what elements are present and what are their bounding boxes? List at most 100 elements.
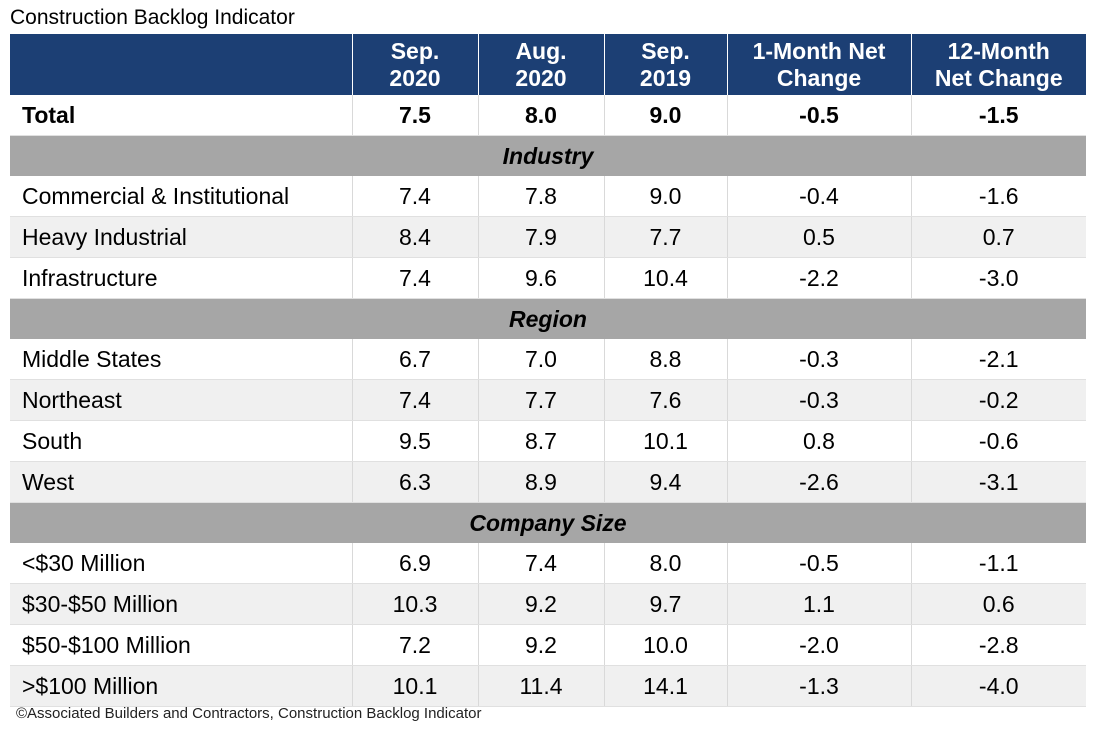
table-row: <$30 Million 6.9 7.4 8.0 -0.5 -1.1 bbox=[10, 543, 1086, 584]
value-cell: 11.4 bbox=[477, 665, 604, 707]
table-body: Total 7.5 8.0 9.0 -0.5 -1.5 Industry Commercial… bbox=[10, 95, 1086, 707]
value-cell: -0.3 bbox=[726, 379, 911, 421]
value-cell: -2.8 bbox=[910, 624, 1086, 666]
section-title: Industry bbox=[10, 135, 1086, 176]
row-label: Total bbox=[10, 95, 352, 136]
row-label: >$100 Million bbox=[10, 665, 352, 707]
value-cell: -0.3 bbox=[726, 339, 911, 380]
value-cell: 9.0 bbox=[603, 95, 727, 136]
table-row: $50-$100 Million 7.2 9.2 10.0 -2.0 -2.8 bbox=[10, 624, 1086, 666]
row-label: Infrastructure bbox=[10, 257, 352, 299]
column-header: Sep. 2020 bbox=[351, 34, 478, 95]
value-cell: 10.1 bbox=[603, 420, 727, 462]
value-cell: 8.0 bbox=[603, 543, 727, 584]
column-header: Sep. 2019 bbox=[603, 34, 727, 95]
value-cell: 7.9 bbox=[477, 216, 604, 258]
value-cell: 1.1 bbox=[726, 583, 911, 625]
value-cell: 7.4 bbox=[351, 257, 478, 299]
table-row: Commercial & Institutional 7.4 7.8 9.0 -0.4-… bbox=[10, 176, 1086, 217]
value-cell: 7.2 bbox=[351, 624, 478, 666]
section-header-row: Company Size bbox=[10, 502, 1086, 543]
value-cell: -0.5 bbox=[726, 95, 911, 136]
table-row: Northeast 7.4 7.7 7.6 -0.3 -0.2 bbox=[10, 379, 1086, 421]
total-row: Total 7.5 8.0 9.0 -0.5 -1.5 bbox=[10, 95, 1086, 136]
table-row: Heavy Industrial 8.4 7.9 7.7 0.5 0.7 bbox=[10, 216, 1086, 258]
section-header-row: Industry bbox=[10, 135, 1086, 176]
row-label: Middle States bbox=[10, 339, 352, 380]
row-label: Northeast bbox=[10, 379, 352, 421]
value-cell: -1.1 bbox=[910, 543, 1086, 584]
row-label: South bbox=[10, 420, 352, 462]
header-row: Sep. 2020 Aug. 2020 Sep. 2019 1-Month Net Chang… bbox=[10, 34, 1086, 95]
value-cell: 7.5 bbox=[351, 95, 478, 136]
value-cell: 7.4 bbox=[351, 176, 478, 217]
row-label: West bbox=[10, 461, 352, 503]
value-cell: 7.7 bbox=[603, 216, 727, 258]
value-cell: 8.9 bbox=[477, 461, 604, 503]
row-label: Commercial & Institutional bbox=[10, 176, 352, 217]
section-title: Company Size bbox=[10, 502, 1086, 543]
value-cell: 9.4 bbox=[603, 461, 727, 503]
value-cell: -1.3 bbox=[726, 665, 911, 707]
value-cell: -2.0 bbox=[726, 624, 911, 666]
row-label: $30-$50 Million bbox=[10, 583, 352, 625]
table-row: Infrastructure 7.4 9.6 10.4 -2.2 -3.0 bbox=[10, 257, 1086, 299]
value-cell: 8.7 bbox=[477, 420, 604, 462]
value-cell: 7.0 bbox=[477, 339, 604, 380]
value-cell: 9.2 bbox=[477, 624, 604, 666]
column-header: 1-Month Net Change bbox=[726, 34, 911, 95]
row-label: Heavy Industrial bbox=[10, 216, 352, 258]
value-cell: 9.7 bbox=[603, 583, 727, 625]
value-cell: 9.6 bbox=[477, 257, 604, 299]
value-cell: 6.3 bbox=[351, 461, 478, 503]
value-cell: 10.0 bbox=[603, 624, 727, 666]
value-cell: 0.8 bbox=[726, 420, 911, 462]
value-cell: 14.1 bbox=[603, 665, 727, 707]
source-note: ©Associated Builders and Contractors, Co… bbox=[16, 705, 482, 722]
value-cell: 10.1 bbox=[351, 665, 478, 707]
value-cell: 0.6 bbox=[910, 583, 1086, 625]
value-cell: 6.7 bbox=[351, 339, 478, 380]
table-row: Middle States 6.7 7.0 8.8 -0.3 -2.1 bbox=[10, 339, 1086, 380]
value-cell: 8.0 bbox=[477, 95, 604, 136]
table-title: Construction Backlog Indicator bbox=[10, 6, 295, 29]
value-cell: 7.6 bbox=[603, 379, 727, 421]
value-cell: -0.6 bbox=[910, 420, 1086, 462]
value-cell: 10.3 bbox=[351, 583, 478, 625]
value-cell: 7.4 bbox=[477, 543, 604, 584]
value-cell: 7.4 bbox=[351, 379, 478, 421]
value-cell: -3.1 bbox=[910, 461, 1086, 503]
value-cell: -2.1 bbox=[910, 339, 1086, 380]
value-cell: 8.4 bbox=[351, 216, 478, 258]
value-cell: 10.4 bbox=[603, 257, 727, 299]
value-cell: -2.6 bbox=[726, 461, 911, 503]
value-cell: -0.4 bbox=[726, 176, 911, 217]
row-label: <$30 Million bbox=[10, 543, 352, 584]
row-label: $50-$100 Million bbox=[10, 624, 352, 666]
table-row: West 6.3 8.9 9.4 -2.6 -3.1 bbox=[10, 461, 1086, 503]
column-header: Aug. 2020 bbox=[477, 34, 604, 95]
header-cell-blank bbox=[10, 34, 352, 95]
value-cell: 7.8 bbox=[477, 176, 604, 217]
section-header-row: Region bbox=[10, 298, 1086, 339]
column-header: 12-Month Net Change bbox=[910, 34, 1086, 95]
section-title: Region bbox=[10, 298, 1086, 339]
value-cell: 7.7 bbox=[477, 379, 604, 421]
table-row: >$100 Million 10.1 11.4 14.1 -1.3 -4.0 bbox=[10, 665, 1086, 707]
backlog-table: Sep. 2020 Aug. 2020 Sep. 2019 1-Month Net Chang… bbox=[10, 34, 1086, 707]
value-cell: -1.6 bbox=[910, 176, 1086, 217]
value-cell: 9.0 bbox=[603, 176, 727, 217]
value-cell: -1.5 bbox=[910, 95, 1086, 136]
value-cell: 9.2 bbox=[477, 583, 604, 625]
value-cell: -4.0 bbox=[910, 665, 1086, 707]
value-cell: -0.5 bbox=[726, 543, 911, 584]
table-row: $30-$50 Million 10.3 9.2 9.7 1.1 0.6 bbox=[10, 583, 1086, 625]
value-cell: 0.7 bbox=[910, 216, 1086, 258]
value-cell: 8.8 bbox=[603, 339, 727, 380]
value-cell: 6.9 bbox=[351, 543, 478, 584]
value-cell: -0.2 bbox=[910, 379, 1086, 421]
value-cell: 9.5 bbox=[351, 420, 478, 462]
value-cell: -2.2 bbox=[726, 257, 911, 299]
table-row: South 9.5 8.7 10.1 0.8 -0.6 bbox=[10, 420, 1086, 462]
value-cell: 0.5 bbox=[726, 216, 911, 258]
